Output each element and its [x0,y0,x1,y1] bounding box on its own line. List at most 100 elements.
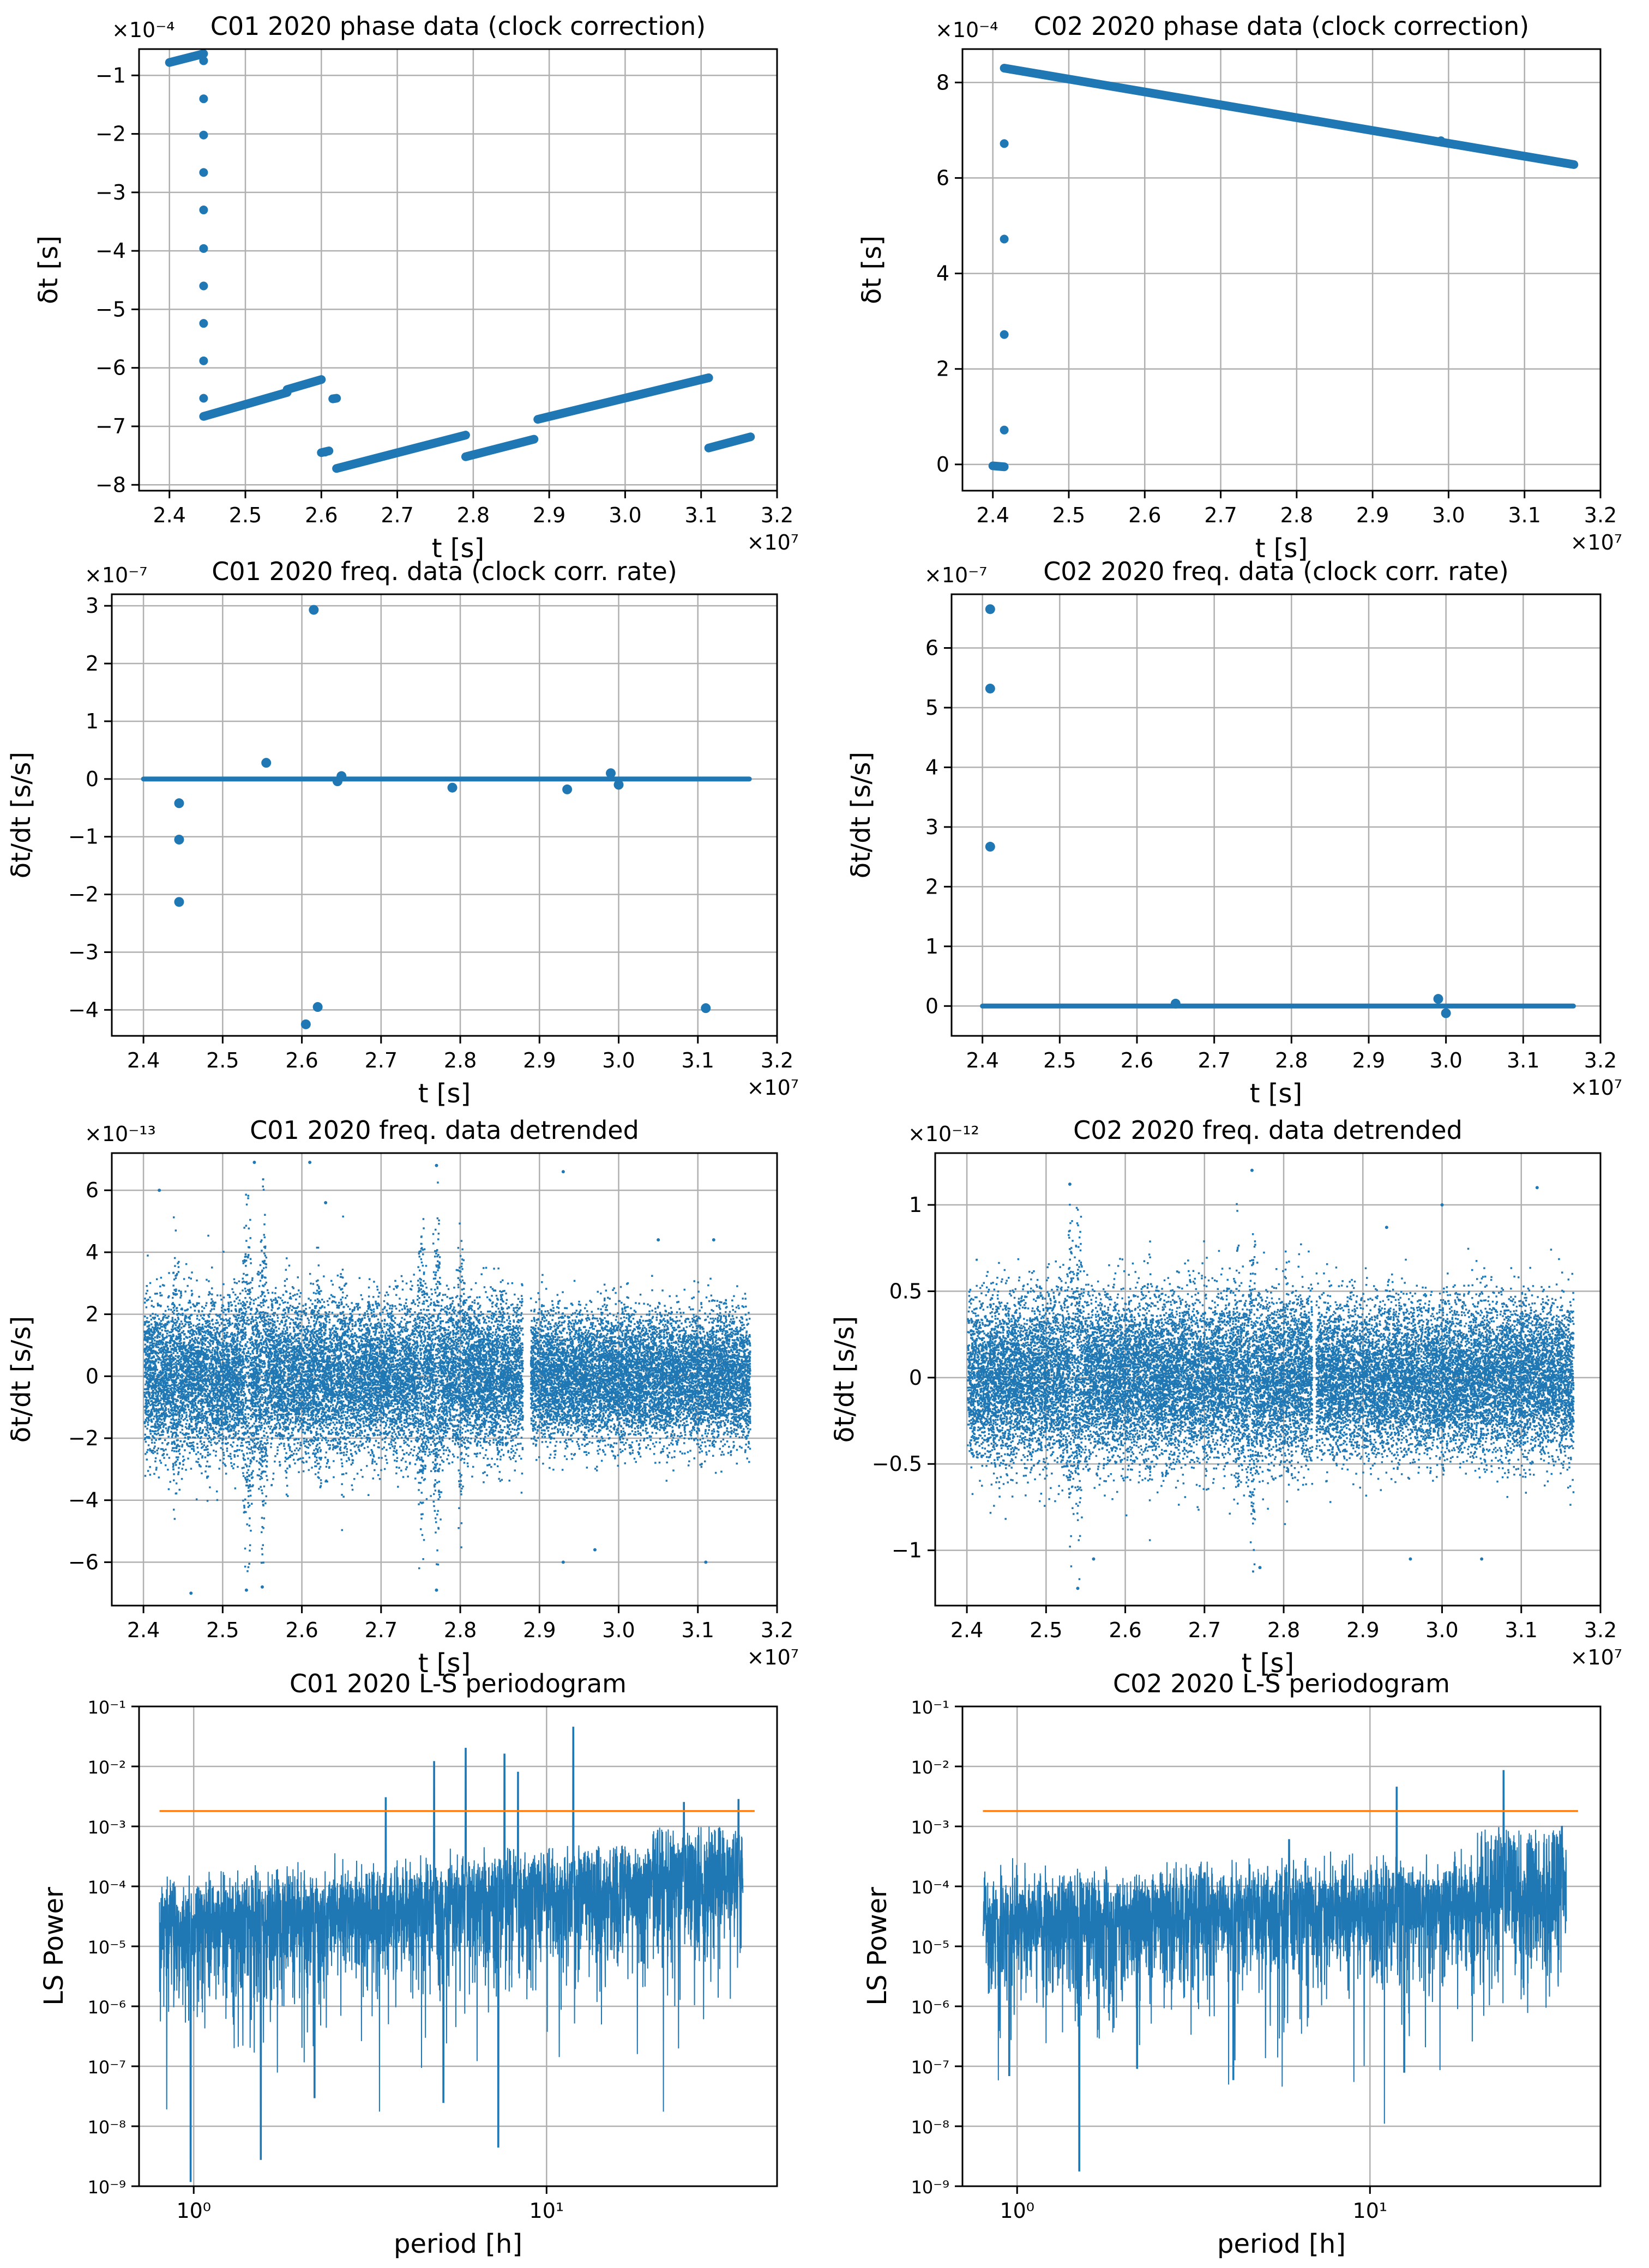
y-tick-label: 10⁻⁸ [911,2117,949,2138]
x-tick-label: 3.2 [1584,1048,1617,1072]
y-axis-label: δt [s] [33,236,64,304]
x-axis-label: t [s] [1255,533,1308,564]
x-tick-label: 2.8 [444,1618,477,1642]
y-tick-label: 10⁻¹ [88,1697,126,1718]
y-tick-label: −6 [95,356,126,380]
y-tick-label: −0.5 [872,1452,922,1476]
x-tick-label: 2.6 [1128,503,1161,527]
data-point [199,130,208,140]
plot-area [967,1168,1575,1590]
x-axis-label: period [h] [1217,2229,1346,2259]
y-tick-label: 2 [925,874,938,898]
x-tick-label: 2.9 [533,503,565,527]
x-tick-label: 2.6 [285,1618,318,1642]
axes-frame [934,1152,1602,1607]
y-axis-label: δt/dt [s/s] [6,1316,37,1443]
plot-c01-detrend: 2.4 2.5 2.6 2.7 2.8 2.9 3.0 3.1 3.2 6 4 2 0 −2 −4 −6 C01… [6,1115,799,1679]
data-point [300,1019,311,1029]
data-outlier [561,1170,565,1174]
x-tick-label: 2.5 [1043,1048,1076,1072]
x-tick-label: 3.2 [1584,1618,1617,1642]
x-tick-label: 2.6 [1109,1618,1141,1642]
axes-frame [950,593,1602,1037]
y-tick-label: 5 [925,696,938,720]
x-tick-label: 2.7 [1188,1618,1221,1642]
plot-c01-phase: 2.4 2.5 2.6 2.7 2.8 2.9 3.0 3.1 3.2 −1 −2 −3 −4 −5 −6 −… [33,11,799,564]
x-tick-label: 10⁰ [1000,2199,1034,2223]
data-point [1170,998,1181,1009]
data-segment [165,49,208,67]
x-tick-label: 2.5 [1052,503,1085,527]
data-point [1000,139,1009,148]
data-point [174,835,184,845]
y-tick-label: −3 [68,940,99,964]
plot-area [141,605,752,1029]
x-tick-label: 2.9 [523,1618,556,1642]
x-tick-label: 2.8 [457,503,490,527]
data-point [985,842,995,852]
data-point [199,281,208,291]
plot-c01-ls: 10⁰ 10¹ 10⁻¹ 10⁻² 10⁻³ 10⁻⁴ 10⁻⁵ 10⁻⁶ 10⁻⁷ 10⁻⁸ 10… [39,1669,778,2259]
y-tick-label: −8 [95,473,126,497]
x-tick-label: 3.0 [1432,503,1465,527]
data-point [336,771,347,781]
y-tick-label: 3 [86,594,99,618]
periodogram-line [982,1770,1567,2172]
y-tick-label: 1 [909,1193,922,1217]
data-outlier [1092,1557,1096,1561]
data-point [199,94,208,104]
x-tick-label: 2.6 [305,503,338,527]
data-point [174,897,184,907]
y-tick-label: −4 [95,239,126,263]
data-point [199,244,208,253]
axes-frame [961,48,1602,492]
y-tick-label: 6 [86,1178,99,1202]
x-tick-label: 2.5 [206,1048,239,1072]
y-tick-label: 2 [936,357,949,381]
x-tick-label: 3.1 [1508,503,1540,527]
x-tick-label: 10⁰ [176,2199,211,2223]
data-point [701,1003,711,1014]
plot-c02-ls: 10⁰ 10¹ 10⁻¹ 10⁻² 10⁻³ 10⁻⁴ 10⁻⁵ 10⁻⁶ 10⁻⁷ 10⁻⁸ 10… [862,1669,1602,2259]
y-axis-label: LS Power [862,1887,893,2006]
y-tick-label: −2 [95,122,126,146]
data-point [1436,136,1446,146]
y-offset-exponent: ×10⁻¹³ [85,1122,156,1146]
x-tick-label: 3.0 [1429,1048,1462,1072]
y-tick-label: −1 [892,1539,922,1563]
x-tick-label: 3.0 [609,503,641,527]
data-outlier [189,1591,193,1595]
data-point [606,768,616,779]
data-point [613,780,624,790]
y-tick-label: −6 [68,1550,99,1574]
y-tick-label: 10⁻² [88,1757,126,1778]
y-tick-label: 10⁻² [911,1757,949,1778]
data-point [309,605,319,615]
data-outlier [593,1548,597,1552]
x-tick-label: 3.2 [761,1048,793,1072]
x-tick-label: 3.2 [761,1618,793,1642]
chart-title: C02 2020 phase data (clock correction) [1034,11,1529,41]
data-outlier [244,1588,248,1592]
x-tick-label: 2.7 [365,1618,398,1642]
plot-area [143,1161,751,1595]
y-tick-label: 4 [936,262,949,286]
y-axis-label: δt/dt [s/s] [6,752,37,879]
y-tick-label: −1 [68,825,99,849]
y-tick-label: 10⁻⁷ [911,2057,949,2078]
data-segment [328,394,341,403]
grid [112,594,778,1036]
x-tick-label: 2.4 [127,1048,160,1072]
y-tick-label: 0 [86,1364,99,1388]
x-offset-exponent: ×10⁷ [747,1076,799,1100]
axes-frame [111,1152,778,1607]
y-tick-label: −7 [95,414,126,438]
x-axis-label: t [s] [432,533,485,564]
plot-area [159,1727,755,2182]
chart-title: C01 2020 L-S periodogram [290,1669,627,1698]
y-tick-label: 10⁻⁴ [911,1877,949,1898]
data-outlier [1535,1186,1539,1190]
plot-area [980,604,1576,1018]
x-tick-label: 2.5 [229,503,262,527]
